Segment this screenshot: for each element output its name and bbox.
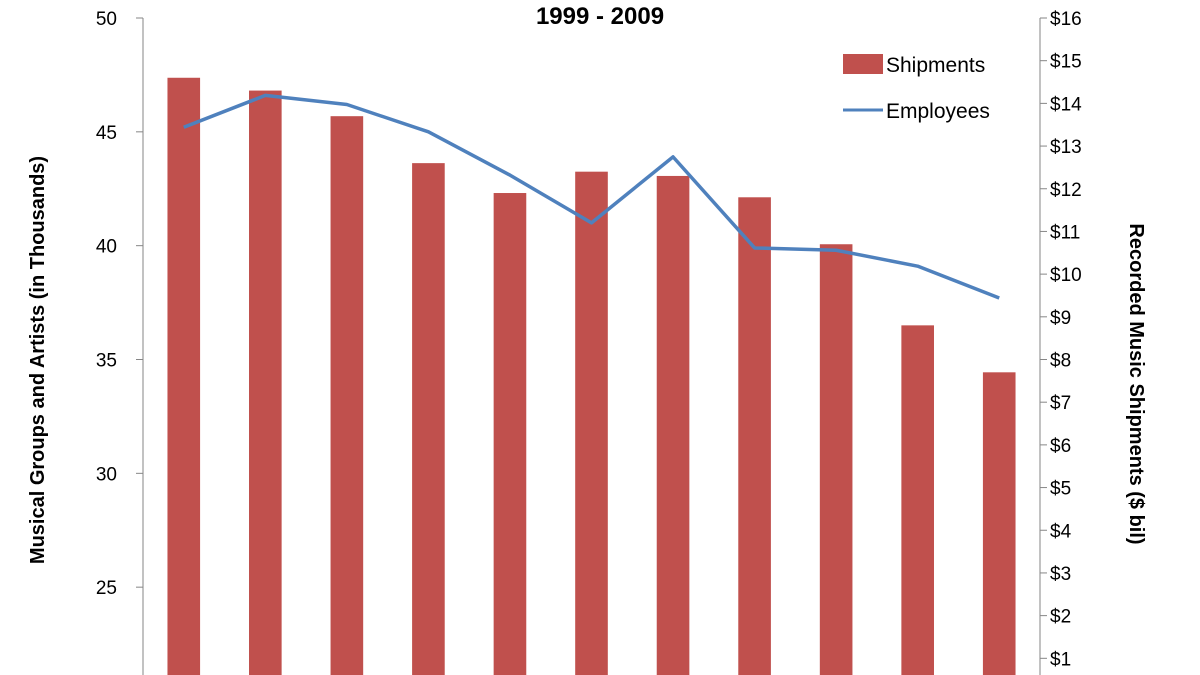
bar-2006 bbox=[738, 197, 771, 675]
left-ticks: 25 30 35 40 45 50 bbox=[96, 9, 143, 599]
right-tick-label-7: $7 bbox=[1050, 393, 1071, 414]
bar-2008 bbox=[901, 325, 934, 675]
bar-2002 bbox=[412, 163, 445, 675]
chart-title: 1999 - 2009 bbox=[536, 3, 664, 30]
legend-shipments-label: Shipments bbox=[886, 54, 985, 77]
y2-axis-label: Recorded Music Shipments ($ bil) bbox=[1125, 223, 1147, 544]
right-ticks: $1 $2 $3 $4 $5 $6 $7 $8 $9 $10 $11 $12 $13 $14 $15 $16 bbox=[1040, 9, 1082, 670]
bar-2009 bbox=[982, 372, 1016, 675]
right-tick-label-14: $14 bbox=[1050, 94, 1082, 115]
right-tick-label-8: $8 bbox=[1050, 351, 1071, 372]
right-tick-label-1: $1 bbox=[1050, 649, 1071, 670]
left-tick-label-25: 25 bbox=[96, 578, 117, 599]
legend-employees-label: Employees bbox=[886, 100, 990, 123]
bars-group bbox=[167, 77, 1016, 675]
right-tick-label-5: $5 bbox=[1050, 479, 1071, 500]
right-tick-label-11: $11 bbox=[1050, 222, 1080, 243]
left-tick-label-45: 45 bbox=[96, 123, 117, 144]
bar-2004 bbox=[575, 171, 608, 675]
right-tick-label-13: $13 bbox=[1050, 137, 1082, 158]
bar-2003 bbox=[493, 193, 527, 675]
right-tick-label-10: $10 bbox=[1050, 265, 1082, 286]
right-tick-label-4: $4 bbox=[1050, 521, 1072, 542]
right-tick-label-3: $3 bbox=[1050, 564, 1071, 585]
left-tick-label-35: 35 bbox=[96, 351, 117, 372]
right-tick-label-9: $9 bbox=[1050, 308, 1071, 329]
right-tick-label-16: $16 bbox=[1050, 9, 1082, 30]
legend: Shipments Employees bbox=[843, 54, 990, 123]
right-tick-label-12: $12 bbox=[1050, 180, 1082, 201]
left-tick-label-30: 30 bbox=[96, 464, 117, 485]
bar-2005 bbox=[656, 175, 690, 675]
left-tick-label-50: 50 bbox=[96, 9, 117, 30]
bar-2007 bbox=[819, 244, 853, 675]
bar-2000 bbox=[249, 90, 282, 675]
right-tick-label-6: $6 bbox=[1050, 436, 1071, 457]
line-group bbox=[183, 93, 1000, 300]
y-axis-label: Musical Groups and Artists (in Thousands… bbox=[27, 156, 49, 564]
right-tick-label-15: $15 bbox=[1050, 52, 1082, 73]
bar-2001 bbox=[330, 116, 364, 675]
legend-shipments-swatch bbox=[843, 54, 883, 74]
left-tick-label-40: 40 bbox=[96, 237, 117, 258]
right-tick-label-2: $2 bbox=[1050, 607, 1071, 628]
bar-1999 bbox=[167, 77, 201, 675]
